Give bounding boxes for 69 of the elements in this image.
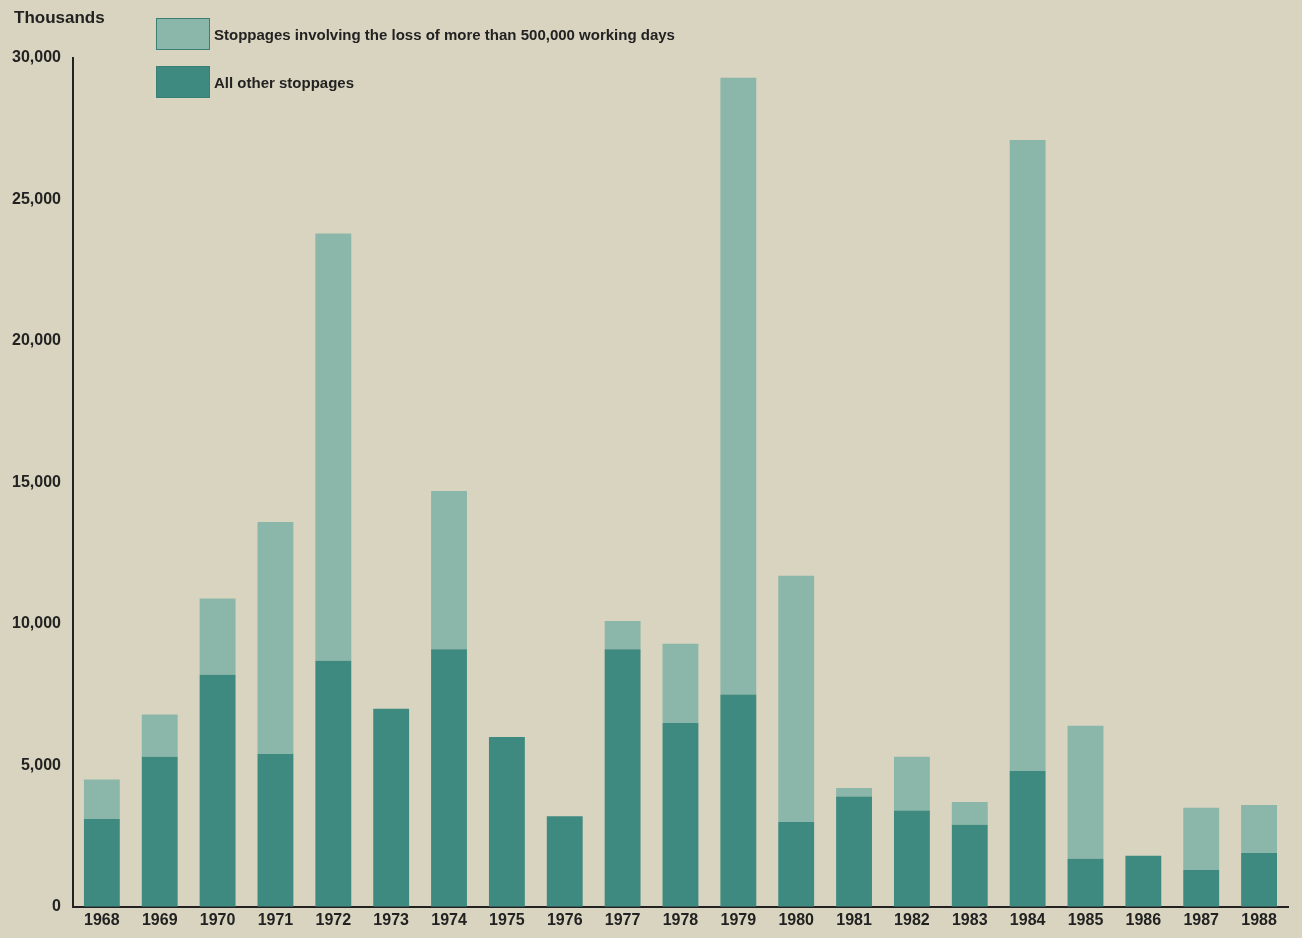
bar — [141, 714, 178, 757]
bar — [488, 737, 525, 907]
bar — [83, 819, 120, 907]
bar — [951, 824, 988, 907]
bar — [951, 802, 988, 825]
bar — [1067, 858, 1104, 907]
bar — [662, 643, 699, 723]
bar — [373, 708, 410, 907]
x-tick-label: 1973 — [373, 910, 410, 928]
bar — [604, 649, 641, 907]
bar — [315, 233, 352, 661]
bar — [1183, 870, 1220, 907]
x-tick-label: 1985 — [1067, 910, 1104, 928]
y-tick-label: 0 — [52, 897, 62, 915]
bar — [1241, 853, 1278, 907]
bar — [546, 816, 583, 907]
bar — [720, 694, 757, 907]
x-tick-label: 1968 — [84, 910, 120, 928]
x-tick-label: 1972 — [315, 910, 352, 928]
bar — [720, 77, 757, 695]
bar — [778, 575, 815, 822]
y-tick-label: 30,000 — [12, 48, 62, 66]
x-tick-label: 1979 — [720, 910, 757, 928]
bar — [893, 810, 930, 907]
x-tick-label: 1976 — [546, 910, 583, 928]
x-tick-label: 1970 — [199, 910, 236, 928]
bar — [141, 756, 178, 907]
x-tick-label: 1971 — [257, 910, 294, 928]
y-tick-label: 15,000 — [12, 472, 62, 490]
bar — [1125, 855, 1162, 907]
x-tick-label: 1980 — [778, 910, 815, 928]
bar — [778, 821, 815, 907]
x-tick-label: 1982 — [894, 910, 930, 928]
x-tick-label: 1987 — [1183, 910, 1220, 928]
x-tick-label: 1969 — [141, 910, 178, 928]
bar — [1241, 804, 1278, 854]
legend-label: All other stoppages — [214, 73, 355, 91]
bar — [662, 722, 699, 907]
x-tick-label: 1984 — [1009, 910, 1046, 928]
y-tick-label: 25,000 — [12, 189, 62, 207]
bar — [257, 754, 294, 907]
y-axis-title: Thousands — [14, 8, 105, 28]
bar — [1067, 725, 1104, 859]
bar — [1009, 770, 1046, 907]
bar — [431, 490, 467, 650]
y-tick-label: 10,000 — [12, 614, 62, 632]
bar — [199, 674, 236, 907]
y-tick-label: 20,000 — [12, 331, 62, 349]
x-tick-label: 1978 — [662, 910, 699, 928]
bar — [836, 796, 872, 907]
x-tick-label: 1975 — [489, 910, 525, 928]
x-tick-label: 1988 — [1241, 910, 1277, 928]
x-tick-label: 1986 — [1125, 910, 1162, 928]
bar — [83, 779, 120, 820]
y-tick-label: 5,000 — [20, 755, 62, 773]
bar — [1183, 807, 1220, 871]
x-tick-label: 1977 — [604, 910, 641, 928]
bar — [893, 756, 930, 811]
x-tick-label: 1974 — [431, 910, 467, 928]
x-tick-label: 1981 — [836, 910, 872, 928]
bar — [315, 660, 352, 907]
bar — [604, 621, 641, 650]
bar — [199, 598, 236, 675]
legend-label: Stoppages involving the loss of more than 500,000 working days — [214, 25, 675, 43]
bar — [257, 522, 294, 755]
bar — [431, 649, 467, 907]
bar — [1009, 140, 1046, 771]
x-tick-label: 1983 — [951, 910, 988, 928]
bar — [836, 787, 872, 797]
